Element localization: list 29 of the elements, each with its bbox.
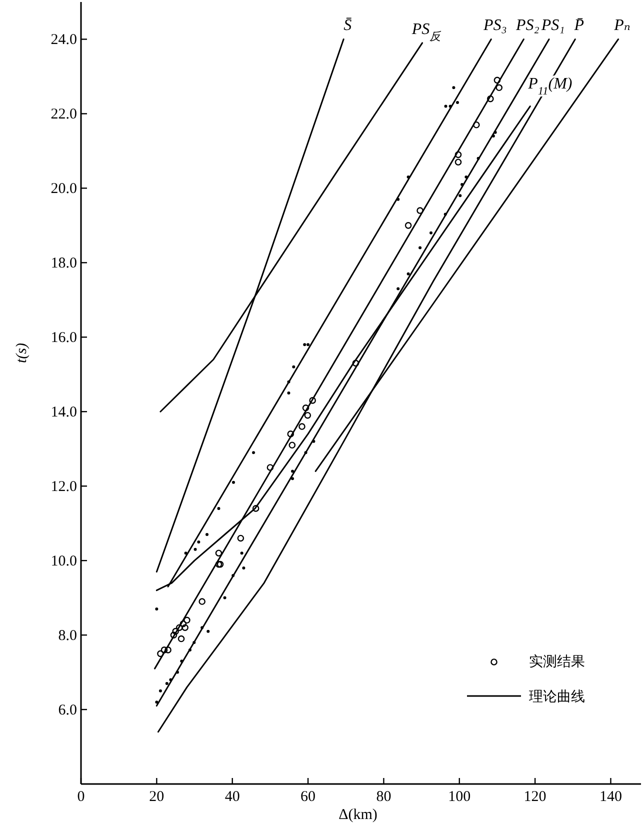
- x-tick-label: 140: [599, 789, 622, 805]
- x-tick-label: 120: [524, 789, 546, 805]
- series-label: PS₃: [482, 17, 507, 34]
- annotation: 理论曲线: [529, 689, 585, 705]
- x-tick-label: 60: [300, 789, 316, 805]
- y-tick-label: 16.0: [50, 330, 77, 346]
- series-label: PS₁: [540, 17, 565, 34]
- y-tick-label: 14.0: [50, 404, 77, 421]
- x-tick-label: 100: [448, 789, 471, 805]
- series-label: PS$_{反}$: [410, 20, 442, 43]
- y-tick-label: 22.0: [50, 106, 77, 123]
- x-tick-label: 40: [224, 789, 240, 805]
- legend-label: 实测结果: [529, 654, 585, 670]
- y-tick-label: 12.0: [50, 479, 77, 496]
- x-axis-title: Δ(km): [338, 807, 378, 823]
- x-tick-label: 80: [376, 789, 392, 805]
- y-tick-label: 24.0: [50, 32, 77, 48]
- series-label: S̄: [344, 17, 352, 34]
- y-tick-label: 6.0: [58, 702, 77, 719]
- series-label: Pₙ: [613, 17, 630, 34]
- y-tick-label: 8.0: [58, 628, 77, 644]
- series-label: P̄: [573, 17, 584, 34]
- y-tick-label: 20.0: [50, 181, 77, 198]
- series-label: PS₂: [515, 17, 540, 34]
- x-tick-label: 20: [149, 789, 164, 805]
- y-tick-label: 18.0: [50, 256, 77, 272]
- y-axis-title: t(s): [14, 343, 30, 363]
- x-tick-label: 0: [77, 789, 85, 805]
- y-tick-label: 10.0: [50, 554, 77, 570]
